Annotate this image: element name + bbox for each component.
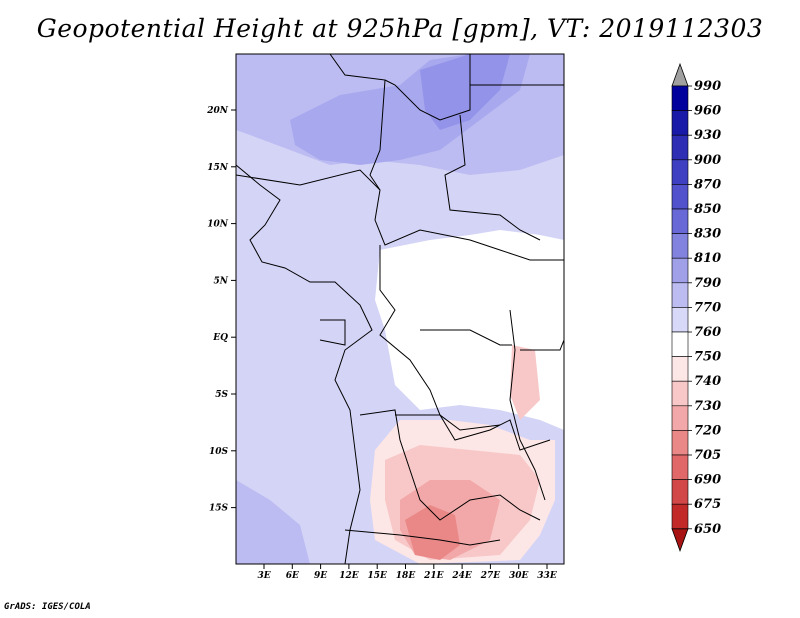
- colorbar-level-label: 650: [694, 522, 721, 537]
- lon-tick-label: 15E: [368, 571, 388, 581]
- lat-tick-label: 15S: [209, 504, 229, 514]
- map-title: Geopotential Height at 925hPa [gpm], VT:…: [36, 14, 764, 43]
- colorbar-level-label: 990: [694, 79, 721, 94]
- colorbar-level-label: 730: [694, 399, 721, 414]
- colorbar-swatch: [671, 85, 689, 111]
- colorbar-level-label: 720: [694, 423, 721, 438]
- colorbar-level-label: 870: [694, 177, 721, 192]
- colorbar-swatch: [671, 454, 689, 480]
- lon-tick-label: 27E: [480, 571, 501, 581]
- colorbar-swatch: [671, 282, 689, 308]
- colorbar-swatch: [671, 159, 689, 185]
- colorbar-swatch: [671, 380, 689, 407]
- lon-tick-label: 6E: [286, 571, 299, 581]
- colorbar-swatch: [671, 356, 689, 382]
- colorbar-swatch: [671, 479, 689, 505]
- colorbar-level-label: 810: [694, 251, 721, 266]
- colorbar-swatch: [671, 134, 689, 161]
- colorbar-swatch: [671, 430, 689, 456]
- lon-tick-label: 21E: [423, 571, 444, 581]
- colorbar-top-arrow: [671, 62, 689, 87]
- map-frame: [235, 53, 565, 565]
- colorbar-swatch: [671, 503, 689, 530]
- grads-credit: GrADS: IGES/COLA: [4, 602, 91, 612]
- axis-ticks: 3E 6E 9E 12E 15E 18E 21E 24E 27E 30E 33E 20N 15N 10N 5…: [206, 106, 557, 581]
- lat-tick-label: EQ: [212, 333, 228, 343]
- lon-tick-label: 30E: [509, 571, 529, 581]
- lon-tick-label: 33E: [537, 571, 557, 581]
- lon-tick-label: 9E: [314, 571, 327, 581]
- colorbar-level-label: 960: [694, 104, 721, 119]
- colorbar-level-label: 830: [694, 227, 721, 242]
- lon-tick-label: 24E: [451, 571, 472, 581]
- colorbar-level-label: 900: [694, 153, 721, 168]
- lat-tick-label: 5S: [215, 390, 228, 400]
- colorbar-level-label: 790: [694, 276, 721, 291]
- colorbar-bottom-arrow: [671, 528, 689, 552]
- colorbar-level-label: 770: [694, 300, 721, 315]
- colorbar-swatch: [671, 208, 689, 234]
- lat-tick-label: 10S: [209, 447, 229, 457]
- colorbar-level-label: 850: [694, 202, 721, 217]
- lat-tick-label: 10N: [207, 220, 229, 230]
- colorbar-level-label: 750: [694, 350, 721, 365]
- lat-tick-label: 5N: [214, 276, 229, 286]
- colorbar-swatch: [671, 307, 689, 333]
- lat-tick-label: 20N: [206, 106, 229, 116]
- colorbar-level-label: 675: [694, 497, 721, 512]
- lon-tick-label: 18E: [396, 571, 416, 581]
- colorbar-swatch: [671, 110, 689, 136]
- colorbar-swatch: [671, 405, 689, 431]
- lon-tick-label: 12E: [339, 571, 359, 581]
- colorbar-level-label: 930: [694, 128, 721, 143]
- height-field: [236, 54, 564, 564]
- colorbar-swatch: [671, 257, 689, 284]
- boundaries: [236, 54, 564, 564]
- colorbar-level-label: 760: [694, 325, 721, 340]
- colorbar-swatch: [671, 184, 689, 210]
- colorbar-level-label: 705: [694, 448, 721, 463]
- lon-tick-label: 3E: [257, 571, 270, 581]
- colorbar-level-label: 690: [694, 473, 721, 488]
- colorbar: 990 960 930 900 870 850 830 810 790 770 760 750 740 7…: [671, 62, 721, 552]
- colorbar-level-label: 740: [694, 374, 721, 389]
- lat-tick-label: 15N: [207, 163, 229, 173]
- colorbar-swatch: [671, 233, 689, 259]
- colorbar-swatch: [671, 331, 689, 357]
